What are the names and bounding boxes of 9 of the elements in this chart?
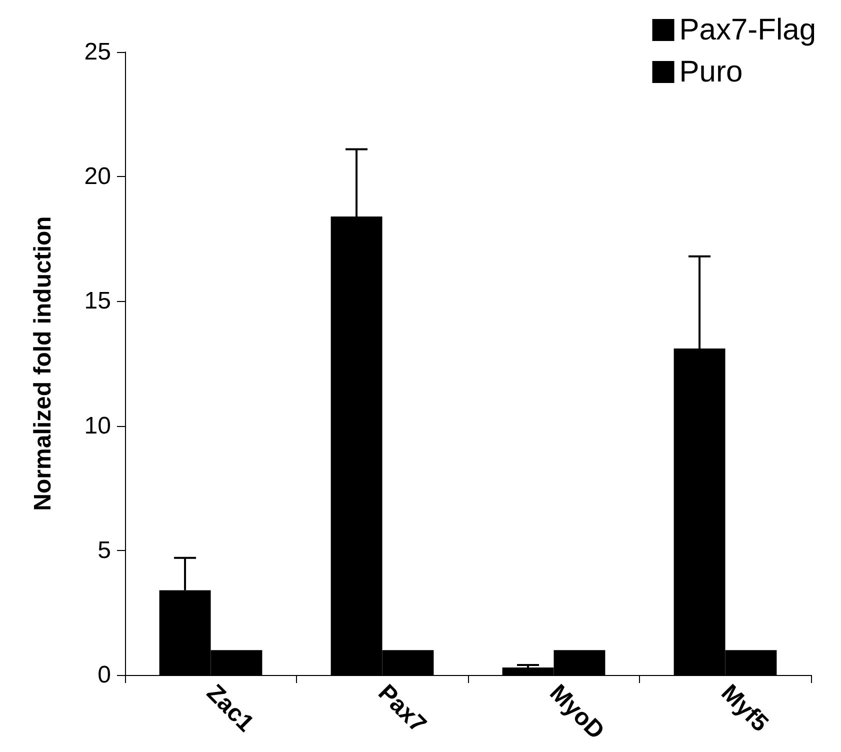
y-tick-label: 25 — [84, 38, 111, 66]
y-tick-label: 15 — [84, 288, 111, 315]
y-tick-label: 10 — [84, 412, 111, 440]
y-tick-label: 0 — [98, 662, 111, 688]
legend-label: Puro — [679, 56, 743, 88]
y-tick-label: 5 — [98, 536, 111, 564]
y-axis-title: Normalized fold induction — [30, 216, 56, 511]
y-tick-label: 20 — [84, 163, 111, 190]
legend-label: Pax7-Flag — [679, 14, 816, 46]
